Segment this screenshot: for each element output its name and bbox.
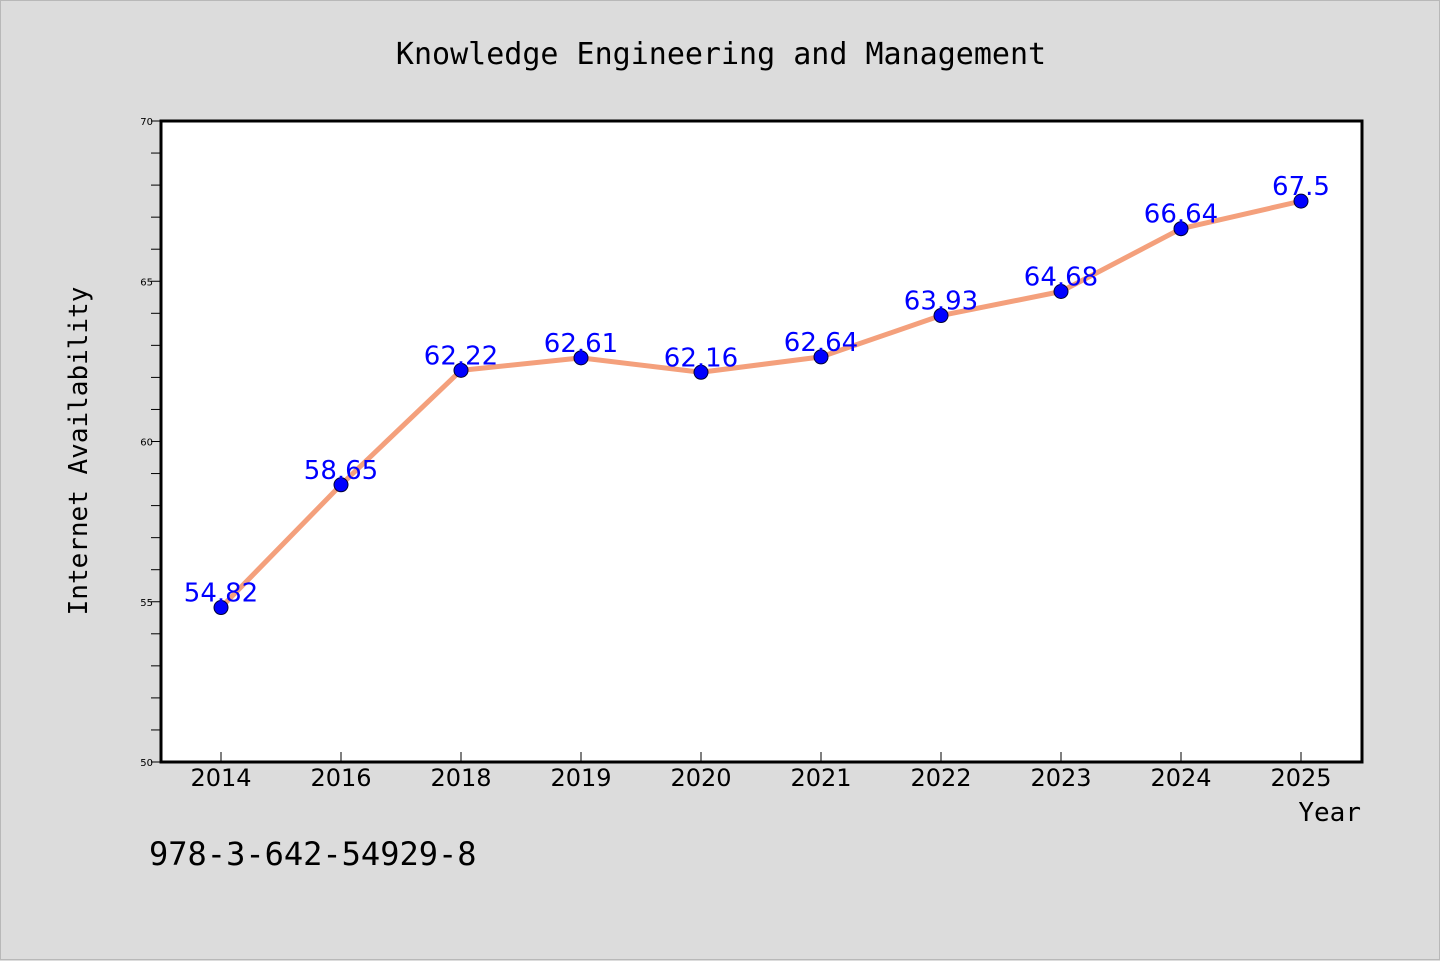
data-markers	[213, 193, 1309, 616]
data-label: 63.93	[904, 287, 978, 317]
y-tick-label: 55	[140, 598, 153, 609]
data-point	[1173, 221, 1189, 237]
data-label: 62.22	[424, 341, 498, 371]
data-labels: 54.82 58.65 62.22 62.61 62.16 62.64 63.93 64.68…	[184, 172, 1330, 608]
x-tick-label: 2021	[790, 764, 851, 792]
y-axis-label: Internet Availability	[64, 287, 94, 616]
data-label: 67.5	[1272, 172, 1330, 202]
data-label: 66.64	[1144, 200, 1218, 230]
data-point	[333, 477, 349, 493]
data-label: 58.65	[304, 456, 378, 486]
data-label: 62.16	[664, 343, 738, 373]
x-axis-ticks: 2014 2016 2018 2019 2020 2021 2022 2023 2024 2025	[190, 752, 1332, 792]
data-point	[813, 349, 829, 365]
x-tick-label: 2022	[910, 764, 971, 792]
data-point	[453, 362, 469, 378]
x-tick-label: 2023	[1030, 764, 1091, 792]
x-tick-label: 2018	[430, 764, 491, 792]
series-line	[219, 198, 1302, 610]
chart-title: Knowledge Engineering and Management	[396, 37, 1046, 72]
data-point	[213, 600, 229, 616]
data-point	[573, 350, 589, 366]
y-axis-ticks: 50 55 60 65 70	[140, 117, 161, 769]
data-point	[1053, 284, 1069, 300]
x-tick-label: 2019	[550, 764, 611, 792]
data-label: 54.82	[184, 579, 258, 609]
y-tick-label: 65	[140, 277, 153, 288]
y-tick-label: 70	[140, 117, 153, 128]
y-tick-label: 50	[140, 758, 153, 769]
plot-area	[159, 119, 1364, 764]
x-tick-label: 2014	[190, 764, 251, 792]
x-tick-label: 2024	[1150, 764, 1211, 792]
isbn-text: 978-3-642-54929-8	[149, 835, 477, 873]
data-point	[693, 364, 709, 380]
x-tick-label: 2025	[1270, 764, 1331, 792]
data-label: 62.64	[784, 328, 858, 358]
data-label: 64.68	[1024, 263, 1098, 293]
x-tick-label: 2020	[670, 764, 731, 792]
x-tick-label: 2016	[310, 764, 371, 792]
data-point	[933, 308, 949, 324]
data-label: 62.61	[544, 329, 618, 359]
x-axis-label: Year	[1298, 798, 1361, 828]
y-tick-label: 60	[140, 438, 153, 449]
data-point	[1293, 193, 1309, 209]
